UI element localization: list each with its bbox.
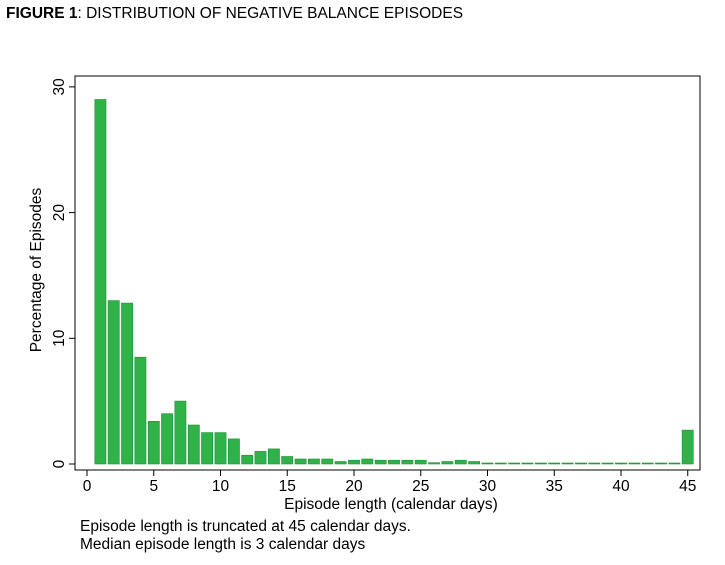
bar-day-43 bbox=[655, 462, 667, 465]
bar-day-24 bbox=[401, 459, 414, 465]
bar-day-2 bbox=[107, 300, 120, 465]
bar-day-45 bbox=[681, 429, 694, 465]
bar-day-33 bbox=[521, 462, 534, 465]
bar-day-26 bbox=[428, 462, 440, 465]
bar-day-9 bbox=[201, 432, 213, 465]
x-tick-label-10: 10 bbox=[212, 478, 230, 495]
bar-day-22 bbox=[374, 459, 387, 465]
x-axis-label: Episode length (calendar days) bbox=[284, 496, 498, 513]
bar-day-27 bbox=[441, 461, 454, 465]
bar-day-28 bbox=[454, 459, 467, 465]
bar-day-5 bbox=[147, 420, 160, 465]
figure-title: FIGURE 1: DISTRIBUTION OF NEGATIVE BALAN… bbox=[6, 5, 463, 23]
bar-day-6 bbox=[161, 413, 173, 465]
bar-day-15 bbox=[281, 456, 294, 465]
bar-day-37 bbox=[575, 462, 587, 465]
bar-day-35 bbox=[548, 462, 561, 465]
bar-day-31 bbox=[494, 462, 507, 465]
plot-frame bbox=[74, 75, 701, 471]
bar-day-25 bbox=[414, 459, 427, 465]
bar-day-4 bbox=[134, 356, 147, 465]
bar-day-20 bbox=[348, 459, 360, 465]
x-tick-label-20: 20 bbox=[345, 478, 363, 495]
bar-day-44 bbox=[668, 462, 681, 465]
bar-day-18 bbox=[321, 458, 334, 465]
bar-day-13 bbox=[254, 451, 267, 465]
bar-day-32 bbox=[508, 462, 521, 465]
x-tick-label-35: 35 bbox=[546, 478, 563, 495]
bar-day-19 bbox=[334, 461, 347, 465]
figure-title-text: : DISTRIBUTION OF NEGATIVE BALANCE EPISO… bbox=[77, 5, 464, 22]
x-tick-label-5: 5 bbox=[149, 478, 158, 495]
x-tick-label-15: 15 bbox=[279, 478, 296, 495]
x-tick-label-45: 45 bbox=[679, 478, 696, 495]
x-tick-label-40: 40 bbox=[612, 478, 630, 495]
note-truncation: Episode length is truncated at 45 calend… bbox=[80, 518, 411, 535]
bar-day-30 bbox=[481, 462, 494, 465]
y-tick-label-10: 10 bbox=[51, 329, 68, 347]
bar-day-38 bbox=[588, 462, 601, 465]
bar-day-11 bbox=[228, 438, 240, 465]
bar-day-7 bbox=[174, 400, 187, 465]
y-tick-label-0: 0 bbox=[51, 459, 68, 468]
bar-day-10 bbox=[214, 432, 227, 465]
x-tick-label-25: 25 bbox=[412, 478, 429, 495]
bar-day-14 bbox=[267, 448, 280, 465]
bar-day-23 bbox=[388, 459, 400, 465]
figure-notes: Episode length is truncated at 45 calend… bbox=[80, 518, 411, 554]
figure-label: FIGURE 1 bbox=[6, 5, 78, 22]
bar-day-42 bbox=[641, 462, 654, 465]
x-tick-label-0: 0 bbox=[83, 478, 92, 495]
x-tick-label-30: 30 bbox=[479, 478, 497, 495]
bar-day-39 bbox=[601, 462, 614, 465]
bar-day-40 bbox=[615, 462, 627, 465]
bar-day-36 bbox=[561, 462, 574, 465]
bar-day-34 bbox=[534, 462, 547, 465]
bar-day-12 bbox=[241, 454, 254, 465]
bar-day-41 bbox=[628, 462, 641, 465]
bar-day-21 bbox=[361, 458, 374, 465]
y-tick-label-30: 30 bbox=[51, 78, 68, 96]
y-tick-label-20: 20 bbox=[51, 204, 68, 222]
bar-day-29 bbox=[468, 461, 480, 465]
bar-day-3 bbox=[121, 302, 133, 465]
bar-day-17 bbox=[307, 458, 320, 465]
bar-day-8 bbox=[187, 424, 200, 465]
bar-day-16 bbox=[294, 458, 307, 465]
note-median: Median episode length is 3 calendar days bbox=[80, 536, 366, 553]
bar-day-1 bbox=[94, 99, 107, 465]
bar-chart: 0 5 10 15 20 25 30 35 40 45 0 10 20 30 Episode lengt… bbox=[28, 75, 701, 513]
y-axis-label: Percentage of Episodes bbox=[28, 187, 45, 352]
